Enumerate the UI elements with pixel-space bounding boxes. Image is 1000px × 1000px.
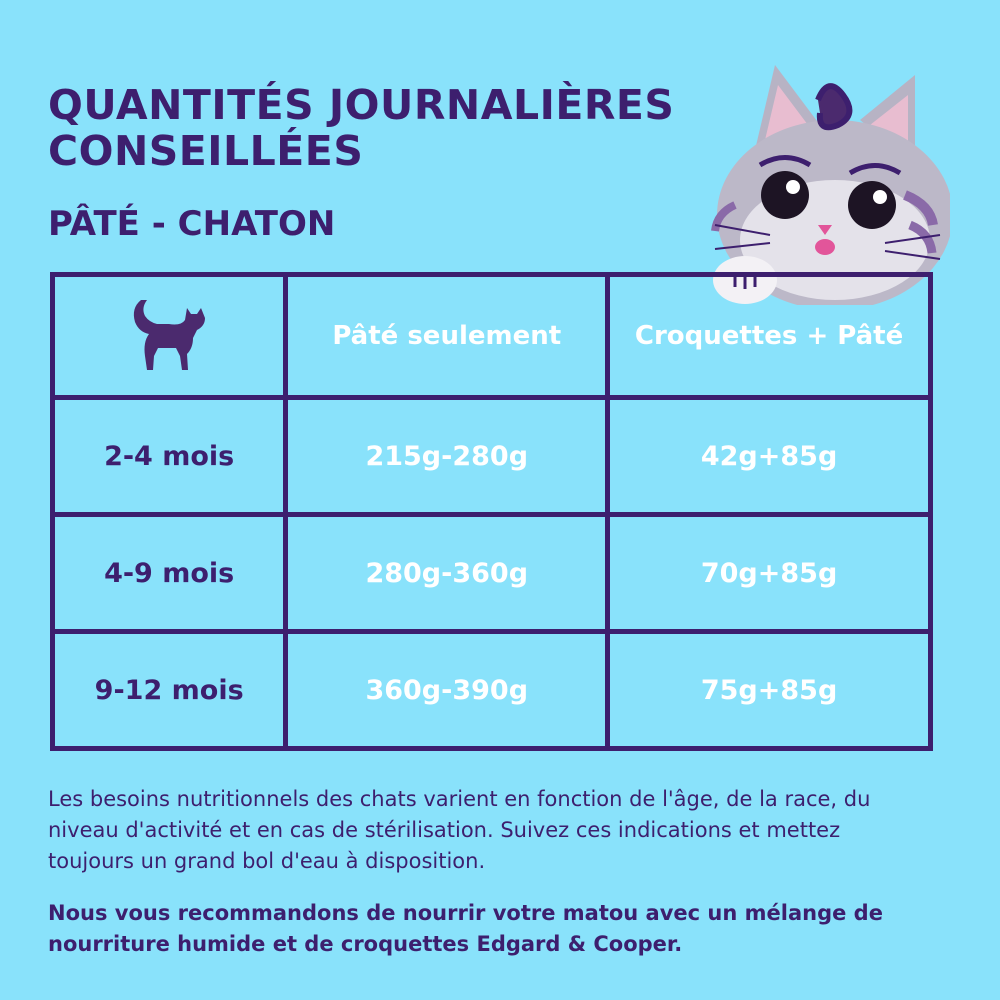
feeding-table: Pâté seulement Croquettes + Pâté 2-4 moi… xyxy=(49,272,933,751)
nutrition-note: Les besoins nutritionnels des chats vari… xyxy=(48,787,871,873)
page-title: QUANTITÉS JOURNALIÈRES CONSEILLÉES xyxy=(48,81,675,175)
age-cell: 4-9 mois xyxy=(49,512,289,634)
kitten-mascot-illustration xyxy=(711,65,950,305)
kibble-pate-cell: 75g+85g xyxy=(605,629,933,751)
table-row: 4-9 mois 280g-360g 70g+85g xyxy=(49,512,933,634)
page-subtitle: PÂTÉ - CHATON xyxy=(48,204,336,244)
age-column-header xyxy=(49,272,289,400)
kibble-pate-cell: 42g+85g xyxy=(605,395,933,517)
age-cell: 2-4 mois xyxy=(49,395,289,517)
pate-only-cell: 360g-390g xyxy=(283,629,611,751)
table-header-row: Pâté seulement Croquettes + Pâté xyxy=(49,272,933,400)
pate-only-cell: 215g-280g xyxy=(283,395,611,517)
column-header-kibble-pate: Croquettes + Pâté xyxy=(605,272,933,400)
cat-silhouette-icon xyxy=(134,299,206,370)
kibble-pate-cell: 70g+85g xyxy=(605,512,933,634)
column-header-pate-only: Pâté seulement xyxy=(283,272,611,400)
recommendation-text: Nous vous recommandons de nourrir votre … xyxy=(48,901,883,956)
table-row: 2-4 mois 215g-280g 42g+85g xyxy=(49,395,933,517)
pate-only-cell: 280g-360g xyxy=(283,512,611,634)
age-cell: 9-12 mois xyxy=(49,629,289,751)
table-row: 9-12 mois 360g-390g 75g+85g xyxy=(49,629,933,751)
